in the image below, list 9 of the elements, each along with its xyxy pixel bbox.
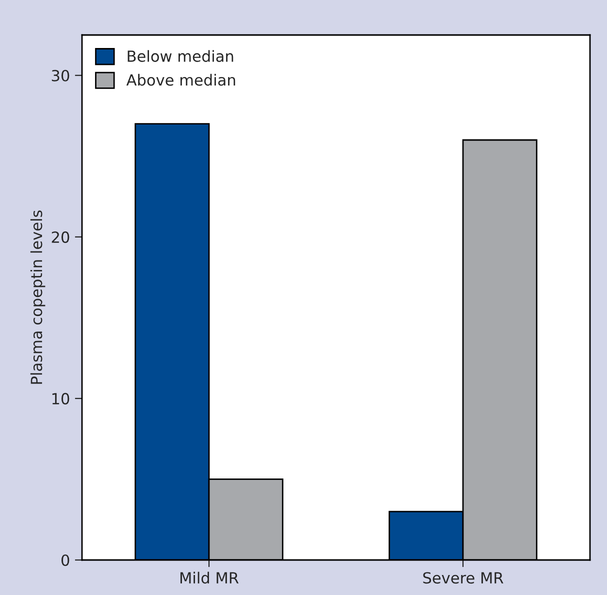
y-tick-label: 0 xyxy=(61,554,70,566)
x-tick-label: Mild MR xyxy=(180,572,239,584)
y-tick-label: 20 xyxy=(52,231,70,243)
legend-label: Above median xyxy=(126,74,236,86)
y-axis-title: Plasma copeptin levels xyxy=(30,210,46,384)
x-tick-label: Severe MR xyxy=(423,572,504,584)
legend-label: Below median xyxy=(128,50,234,62)
y-tick-label: 10 xyxy=(52,392,70,404)
y-tick-label: 30 xyxy=(52,70,70,82)
